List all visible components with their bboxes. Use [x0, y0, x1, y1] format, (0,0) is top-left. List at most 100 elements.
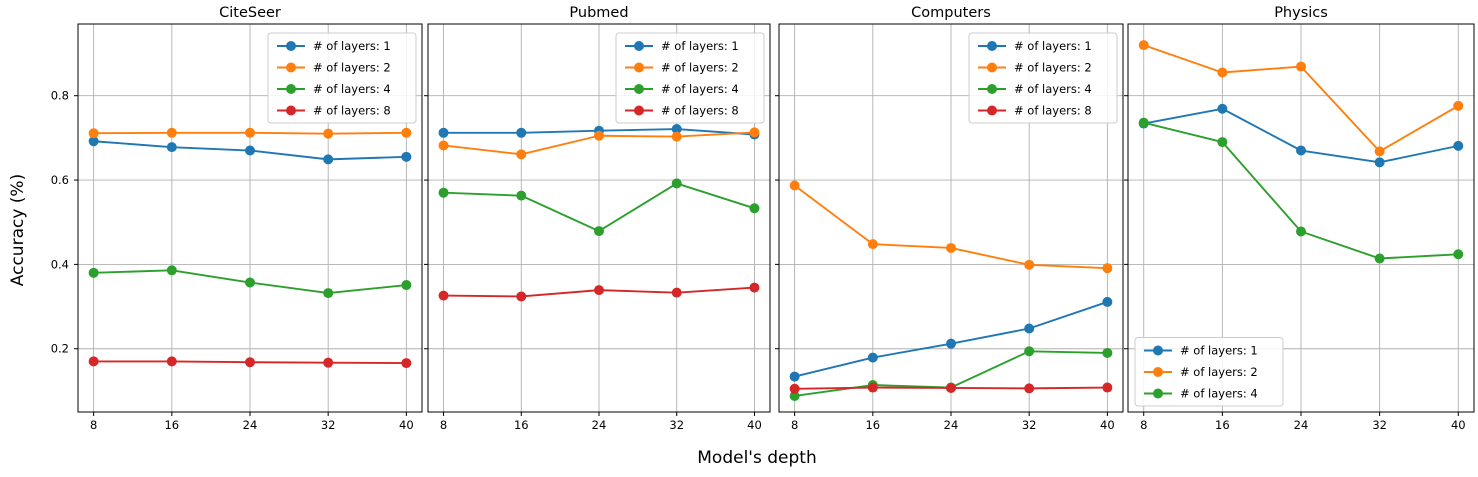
legend-label: # of layers: 8 — [1014, 104, 1092, 118]
legend-item-layers-2: # of layers: 2 — [1144, 365, 1258, 379]
legend-item-layers-4: # of layers: 4 — [277, 82, 391, 96]
data-point-layers-2 — [245, 127, 255, 138]
x-axis-label: Model's depth — [697, 448, 817, 468]
data-point-layers-2 — [1217, 67, 1228, 78]
legend-box — [267, 32, 417, 124]
data-point-layers-2 — [88, 128, 99, 139]
data-point-layers-4 — [1138, 117, 1149, 128]
legend-marker — [1153, 388, 1163, 399]
legend-label: # of layers: 4 — [1014, 82, 1092, 96]
data-point-layers-8 — [401, 358, 412, 369]
x-tick-label: 16 — [865, 418, 880, 432]
data-point-layers-2 — [789, 180, 800, 191]
data-point-layers-8 — [867, 382, 878, 393]
y-tick-label: 0.8 — [51, 89, 69, 103]
ticks — [74, 95, 407, 416]
legend-marker — [286, 105, 296, 116]
data-point-layers-8 — [166, 356, 177, 367]
data-point-layers-1 — [245, 145, 255, 156]
data-point-layers-4 — [245, 277, 255, 288]
x-tick-label: 40 — [399, 418, 414, 432]
legend-marker — [634, 41, 644, 51]
data-point-layers-2 — [1102, 263, 1113, 274]
legend-item-layers-2: # of layers: 2 — [625, 61, 739, 75]
data-point-layers-8 — [594, 285, 604, 296]
series-layers-8 — [88, 356, 412, 369]
legend-label: # of layers: 8 — [313, 104, 391, 118]
legend: # of layers: 1 # of layers: 2 # of layers:… — [1134, 337, 1284, 407]
legend-label: # of layers: 2 — [661, 61, 739, 75]
y-tick-label: 0.2 — [51, 342, 69, 356]
data-point-layers-4 — [438, 187, 449, 198]
data-point-layers-2 — [946, 242, 956, 253]
x-tick-label: 8 — [90, 418, 97, 432]
data-point-layers-1 — [401, 151, 412, 162]
series-layers-2 — [1138, 40, 1464, 157]
data-point-layers-1 — [789, 371, 800, 382]
data-point-layers-2 — [323, 128, 334, 139]
data-point-layers-4 — [1217, 137, 1228, 148]
x-tick-label: 8 — [1140, 418, 1147, 432]
data-point-layers-1 — [867, 352, 878, 363]
data-point-layers-4 — [323, 288, 334, 299]
data-point-layers-2 — [867, 239, 878, 250]
data-point-layers-8 — [245, 357, 255, 368]
data-point-layers-8 — [1102, 382, 1113, 393]
x-tick-label: 40 — [1451, 418, 1466, 432]
legend: # of layers: 1 # of layers: 2 # of layers:… — [968, 32, 1118, 124]
legend-item-layers-4: # of layers: 4 — [978, 82, 1092, 96]
data-point-layers-8 — [323, 357, 334, 368]
legend-marker — [634, 84, 644, 94]
legend-label: # of layers: 1 — [1014, 39, 1092, 53]
series-layers-8 — [789, 382, 1113, 394]
legend-label: # of layers: 2 — [1180, 365, 1258, 379]
legend-marker — [1153, 345, 1163, 356]
data-point-layers-4 — [88, 267, 99, 278]
legend-item-layers-2: # of layers: 2 — [277, 61, 391, 75]
ticks — [775, 95, 1108, 416]
legend-marker — [987, 41, 997, 51]
y-tick-label: 0.4 — [51, 257, 69, 271]
data-point-layers-1 — [166, 142, 177, 153]
y-axis-label: Accuracy (%) — [8, 173, 28, 287]
x-tick-label: 32 — [1372, 418, 1387, 432]
legend-marker — [286, 84, 296, 94]
data-point-layers-1 — [1024, 323, 1035, 334]
ticks — [1124, 95, 1459, 416]
data-point-layers-2 — [166, 127, 177, 138]
legend-label: # of layers: 4 — [1180, 387, 1258, 401]
x-tick-label: 16 — [514, 418, 529, 432]
legend-label: # of layers: 4 — [313, 82, 391, 96]
x-tick-label: 40 — [747, 418, 762, 432]
x-tick-label: 24 — [592, 418, 607, 432]
data-point-layers-4 — [516, 190, 527, 201]
data-point-layers-2 — [671, 131, 682, 142]
legend-box — [968, 32, 1118, 124]
legend-item-layers-8: # of layers: 8 — [277, 104, 391, 118]
subplot-citeseer: 8 16 24 32 40 0.2 0.4 0.6 0.8 CiteSeer # of layers… — [51, 5, 423, 432]
legend-marker — [987, 105, 997, 116]
data-point-layers-1 — [946, 338, 956, 349]
x-tick-label: 8 — [791, 418, 798, 432]
legend-item-layers-1: # of layers: 1 — [277, 39, 391, 53]
series-layers-2 — [789, 180, 1113, 274]
series-layers-4 — [438, 178, 760, 237]
data-point-layers-4 — [671, 178, 682, 189]
x-tick-label: 16 — [164, 418, 179, 432]
data-point-layers-8 — [88, 356, 99, 367]
legend-item-layers-4: # of layers: 4 — [1144, 387, 1258, 401]
data-point-layers-2 — [1453, 100, 1464, 111]
legend-marker — [1153, 367, 1163, 377]
legend-label: # of layers: 2 — [1014, 61, 1092, 75]
data-point-layers-4 — [1102, 347, 1113, 358]
x-tick-label: 24 — [243, 418, 258, 432]
x-tick-label: 16 — [1215, 418, 1230, 432]
data-point-layers-8 — [789, 383, 800, 394]
data-point-layers-1 — [323, 154, 334, 165]
x-tick-label: 8 — [440, 418, 447, 432]
legend-item-layers-8: # of layers: 8 — [978, 104, 1092, 118]
data-point-layers-8 — [438, 290, 449, 301]
